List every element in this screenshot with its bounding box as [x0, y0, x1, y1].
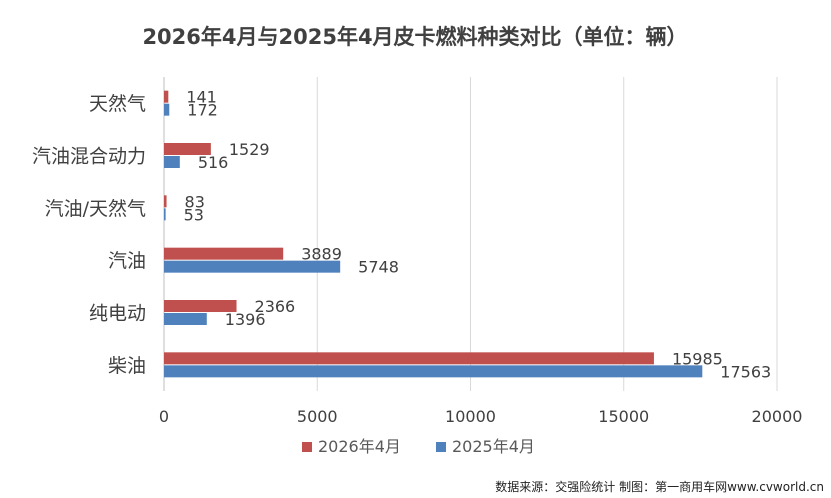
bar-2026	[164, 300, 237, 312]
source-note: 数据来源：交强险统计 制图：第一商用车网www.cvworld.cn	[495, 479, 824, 494]
category-label: 汽油混合动力	[32, 146, 146, 168]
chart-title: 2026年4月与2025年4月皮卡燃料种类对比（单位：辆）	[142, 25, 687, 49]
x-tick-label: 20000	[752, 407, 803, 426]
data-label: 2366	[255, 297, 296, 316]
category-label: 纯电动	[89, 303, 146, 325]
bar-2025	[164, 313, 207, 325]
bar-2026	[164, 195, 167, 208]
legend-label: 2025年4月	[452, 437, 535, 456]
legend: 2026年4月 2025年4月	[302, 437, 535, 456]
data-label: 53	[184, 205, 204, 224]
category-label: 天然气	[89, 93, 146, 115]
data-label: 516	[198, 153, 229, 172]
category-label: 柴油	[108, 355, 146, 377]
data-label: 83	[185, 192, 205, 211]
bar-2026	[164, 352, 654, 365]
bars	[164, 90, 703, 378]
x-tick-label: 15000	[598, 407, 649, 426]
data-label: 17563	[720, 362, 771, 381]
category-label: 汽油	[108, 250, 146, 272]
bar-2025	[164, 103, 170, 116]
bar-2026	[164, 90, 169, 103]
data-label: 1396	[225, 310, 266, 329]
bar-2025	[164, 156, 180, 168]
x-tick-label: 0	[159, 407, 169, 426]
bar-2026	[164, 143, 211, 155]
data-label: 5748	[358, 258, 399, 277]
legend-label: 2026年4月	[318, 437, 401, 456]
x-tick-label: 5000	[297, 407, 338, 426]
bar-2025	[164, 208, 166, 221]
legend-swatch	[436, 442, 446, 452]
data-label: 141	[186, 88, 217, 107]
bar-2025	[164, 260, 341, 273]
data-label: 3889	[301, 245, 342, 264]
legend-swatch	[302, 442, 312, 452]
grid	[163, 77, 778, 391]
bar-2025	[164, 365, 703, 378]
data-label: 1529	[229, 140, 270, 159]
data-label: 172	[187, 101, 218, 120]
bar-2026	[164, 247, 284, 260]
category-label: 汽油/天然气	[45, 198, 146, 220]
x-tick-label: 10000	[445, 407, 496, 426]
data-label: 15985	[672, 349, 723, 368]
